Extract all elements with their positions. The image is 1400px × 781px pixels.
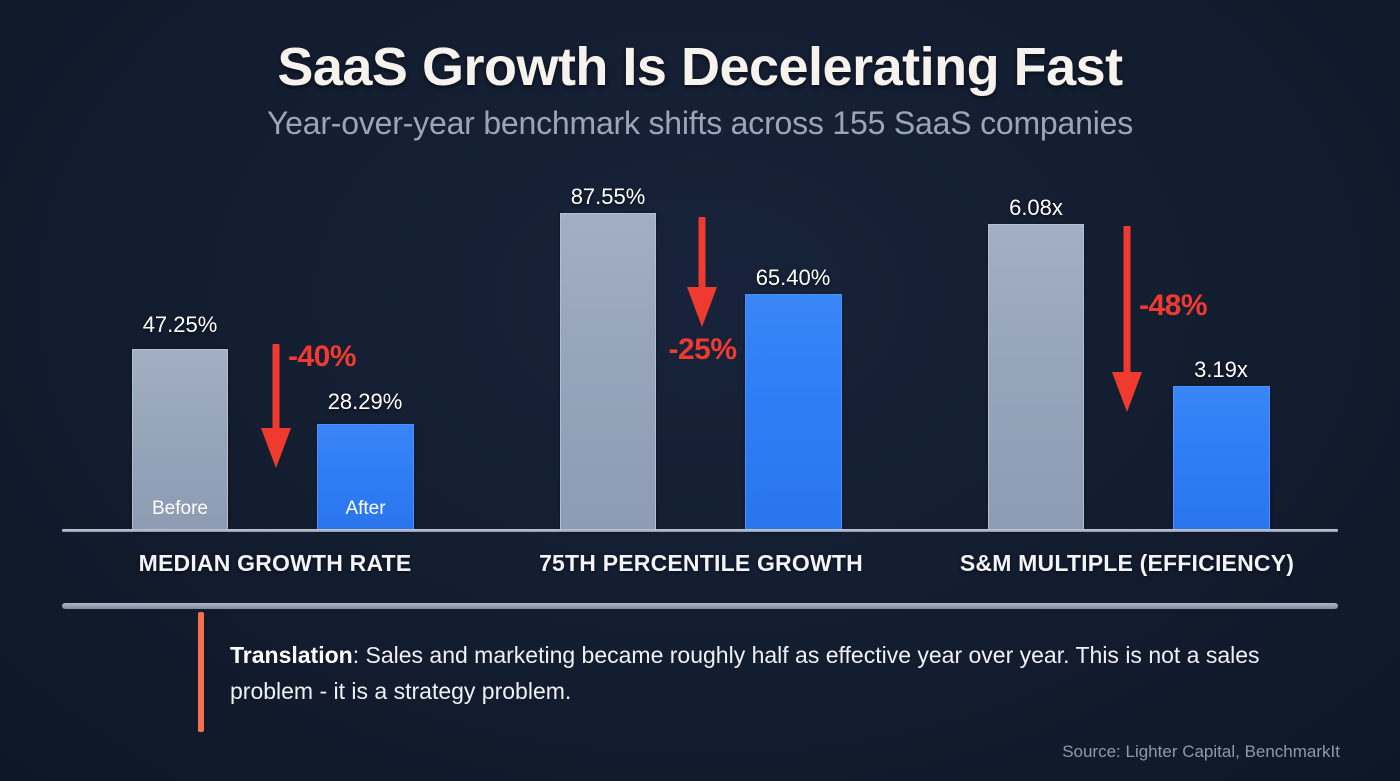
arrow-shaft-icon bbox=[272, 344, 280, 430]
translation-note: Translation: Sales and marketing became … bbox=[230, 637, 1310, 709]
delta-label-2: -48% bbox=[1139, 289, 1208, 322]
arrow-head-icon bbox=[1112, 372, 1142, 412]
page-subtitle: Year-over-year benchmark shifts across 1… bbox=[266, 105, 1134, 141]
bar-value-after-0: 28.29% bbox=[327, 389, 403, 414]
arrow-head-icon bbox=[261, 428, 291, 468]
bar-after-1 bbox=[745, 294, 842, 531]
source-label: Source: Lighter Capital, BenchmarkIt bbox=[1062, 742, 1340, 761]
bar-before-1 bbox=[560, 213, 656, 531]
bar-after-0: After bbox=[317, 424, 414, 531]
delta-label-0: -40% bbox=[288, 340, 357, 373]
page-title: SaaS Growth Is Decelerating Fast bbox=[277, 37, 1123, 97]
category-label-0: MEDIAN GROWTH RATE bbox=[138, 550, 412, 576]
delta-label-1: -25% bbox=[668, 333, 737, 366]
footer-divider bbox=[62, 603, 1338, 609]
bar-before-0: Before bbox=[132, 349, 228, 531]
bar-value-before-1: 87.55% bbox=[570, 184, 646, 209]
category-label-2: S&M MULTIPLE (EFFICIENCY) bbox=[959, 550, 1295, 576]
axis-baseline bbox=[62, 529, 1338, 532]
bar-value-after-2: 3.19x bbox=[1194, 357, 1248, 382]
bar-value-before-0: 47.25% bbox=[142, 312, 218, 337]
bar-value-before-2: 6.08x bbox=[1009, 195, 1063, 220]
category-label-1: 75TH PERCENTILE GROWTH bbox=[539, 550, 863, 576]
arrow-head-icon bbox=[687, 287, 717, 327]
callout-accent-bar bbox=[198, 612, 204, 732]
bar-value-after-1: 65.40% bbox=[755, 265, 831, 290]
translation-note-lead: Translation bbox=[230, 642, 353, 668]
bar-inner-label-before: Before bbox=[152, 498, 208, 519]
decline-arrow-1 bbox=[687, 217, 717, 327]
bar-before-2 bbox=[988, 224, 1084, 531]
bar-inner-label-after: After bbox=[345, 498, 386, 519]
translation-note-body: : Sales and marketing became roughly hal… bbox=[230, 642, 1260, 704]
arrow-shaft-icon bbox=[698, 217, 706, 289]
decline-arrow-0 bbox=[261, 344, 291, 468]
arrow-shaft-icon bbox=[1123, 226, 1131, 374]
bar-after-2 bbox=[1173, 386, 1270, 531]
decline-arrow-2 bbox=[1112, 226, 1142, 412]
